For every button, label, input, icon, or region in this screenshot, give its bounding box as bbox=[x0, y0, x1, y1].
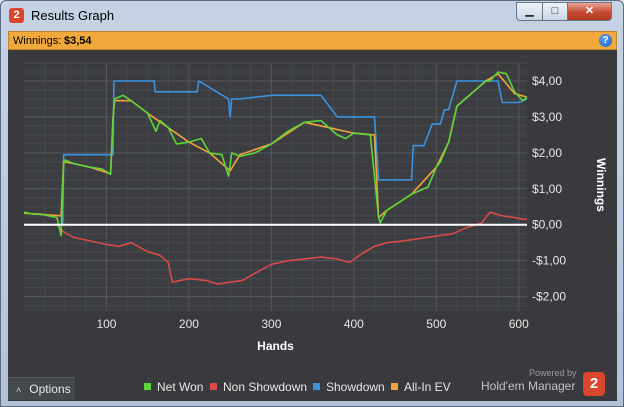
y-axis-title: Winnings bbox=[594, 158, 608, 212]
legend-all-in-ev[interactable]: All-In EV bbox=[391, 380, 451, 394]
y-tick-label: -$2,00 bbox=[532, 290, 566, 304]
legend-swatch-non-showdown bbox=[210, 383, 217, 390]
legend-label-showdown: Showdown bbox=[326, 380, 385, 394]
title-bar[interactable]: 2 Results Graph ▁ □ ✕ bbox=[1, 1, 623, 31]
close-button[interactable]: ✕ bbox=[567, 2, 612, 21]
legend-swatch-net-won bbox=[144, 383, 151, 390]
powered-by-text: Powered by bbox=[529, 368, 577, 378]
maximize-button[interactable]: □ bbox=[542, 2, 568, 21]
series-line-net-won bbox=[23, 71, 528, 237]
y-tick-label: $2,00 bbox=[532, 146, 562, 160]
options-button[interactable]: ˄ Options bbox=[8, 377, 75, 400]
winnings-label: Winnings: bbox=[13, 35, 62, 47]
legend-showdown[interactable]: Showdown bbox=[313, 380, 385, 394]
x-axis-title: Hands bbox=[257, 339, 294, 353]
graph-panel: 100 200 300 400 500 600 -$2,00 -$1,00 $0,00 $1,00… bbox=[8, 50, 617, 401]
legend-non-showdown[interactable]: Non Showdown bbox=[210, 380, 307, 394]
series-line-showdown bbox=[24, 80, 528, 226]
brand-name: Hold'em Manager bbox=[481, 379, 576, 393]
y-tick-label: -$1,00 bbox=[532, 254, 566, 268]
x-tick-label: 500 bbox=[426, 317, 446, 331]
legend-swatch-showdown bbox=[313, 383, 320, 390]
x-tick-label: 400 bbox=[344, 317, 364, 331]
legend-label-all-in-ev: All-In EV bbox=[404, 380, 451, 394]
y-tick-label: $0,00 bbox=[532, 218, 562, 232]
chart-legend: Net Won Non Showdown Showdown All-In EV bbox=[1, 380, 624, 396]
options-label: Options bbox=[29, 382, 71, 396]
y-tick-label: $4,00 bbox=[532, 74, 562, 88]
window-title: Results Graph bbox=[31, 8, 115, 23]
y-tick-label: $1,00 bbox=[532, 182, 562, 196]
x-tick-label: 200 bbox=[179, 317, 199, 331]
winnings-value: $3,54 bbox=[64, 35, 92, 47]
help-icon[interactable]: ? bbox=[599, 34, 612, 47]
winnings-bar: Winnings: $3,54 ? bbox=[8, 31, 617, 50]
results-chart: 100 200 300 400 500 600-$2,00 -$1,00 $0,00 $1,00… bbox=[23, 62, 608, 353]
minimize-button[interactable]: ▁ bbox=[516, 2, 543, 21]
series-line-non-showdown bbox=[24, 211, 527, 285]
legend-swatch-all-in-ev bbox=[391, 383, 398, 390]
legend-label-net-won: Net Won bbox=[157, 380, 204, 394]
app-logo-icon: 2 bbox=[9, 8, 24, 23]
x-tick-label: 600 bbox=[509, 317, 529, 331]
x-tick-label: 100 bbox=[96, 317, 116, 331]
legend-label-non-showdown: Non Showdown bbox=[223, 380, 308, 394]
chevron-up-icon: ˄ bbox=[16, 385, 22, 395]
brand-logo-icon: 2 bbox=[583, 372, 605, 396]
legend-net-won[interactable]: Net Won bbox=[144, 380, 203, 394]
y-tick-label: $3,00 bbox=[532, 110, 562, 124]
x-tick-label: 300 bbox=[261, 317, 281, 331]
